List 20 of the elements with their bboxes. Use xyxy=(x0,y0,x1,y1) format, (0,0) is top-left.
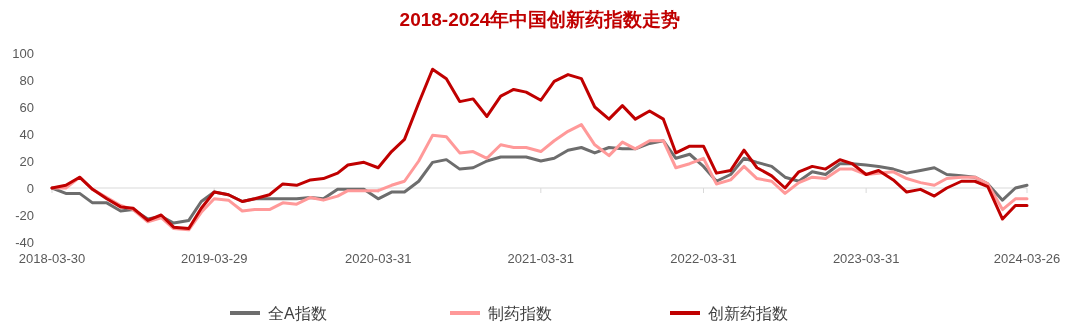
legend-label: 创新药指数 xyxy=(708,305,788,322)
legend-label: 全A指数 xyxy=(268,305,327,322)
x-tick-label: 2022-03-31 xyxy=(670,251,737,266)
x-tick-label: 2023-03-31 xyxy=(832,251,900,266)
x-tick-label: 2021-03-31 xyxy=(507,251,575,266)
y-tick-label: 0 xyxy=(26,181,34,196)
x-tick-label: 2020-03-31 xyxy=(344,251,412,266)
y-tick-label: 20 xyxy=(19,154,34,169)
legend-label: 制药指数 xyxy=(488,305,552,322)
x-tick-label: 2018-03-30 xyxy=(18,251,86,266)
y-tick-label: -20 xyxy=(15,208,34,223)
x-tick-label: 2024-03-26 xyxy=(993,251,1061,266)
chart-title: 2018-2024年中国创新药指数走势 xyxy=(399,9,681,30)
x-tick-label: 2019-03-29 xyxy=(180,251,248,266)
line-series xyxy=(50,67,1029,230)
y-tick-label: -40 xyxy=(15,235,34,250)
y-tick-label: 40 xyxy=(19,127,34,142)
y-tick-label: 60 xyxy=(19,100,34,115)
y-tick-label: 100 xyxy=(12,46,34,61)
y-tick-label: 80 xyxy=(19,73,34,88)
